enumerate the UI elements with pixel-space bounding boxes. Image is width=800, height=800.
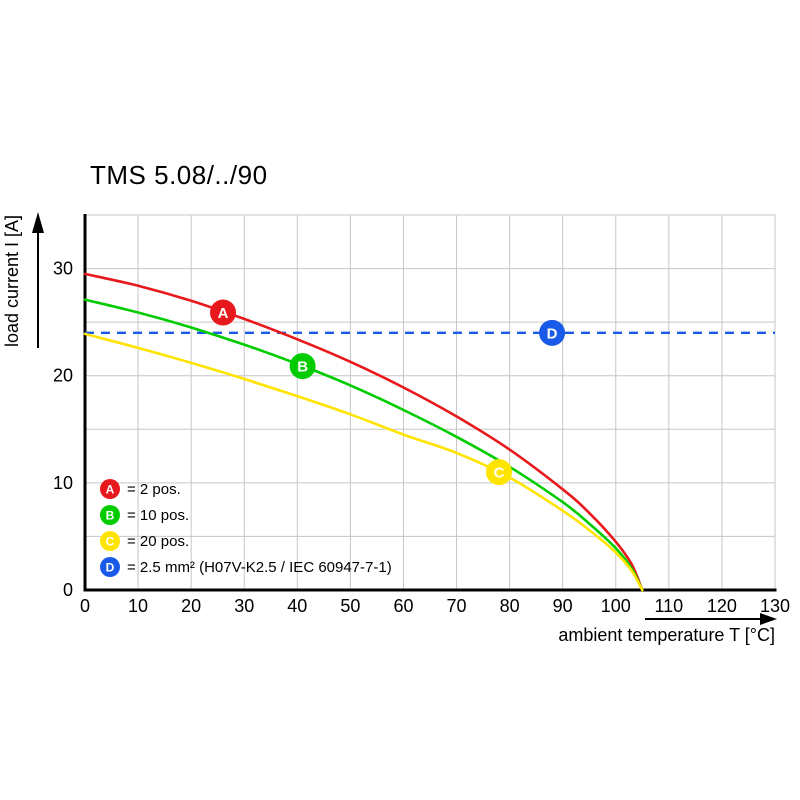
x-tick-label: 130	[760, 596, 790, 616]
chart-title: TMS 5.08/../90	[90, 160, 268, 190]
legend-d-badge	[100, 557, 120, 577]
x-axis-label: ambient temperature T [°C]	[558, 625, 775, 645]
y-tick-label: 20	[53, 366, 73, 386]
x-tick-label: 20	[181, 596, 201, 616]
y-tick-label: 0	[63, 580, 73, 600]
legend-b-text: = 10 pos.	[127, 507, 189, 524]
y-tick-label: 30	[53, 259, 73, 279]
curve-a	[83, 272, 644, 592]
x-tick-label: 0	[80, 596, 90, 616]
y-axis-label: load current I [A]	[2, 215, 22, 347]
curve-b	[83, 298, 644, 592]
legend-c-text: = 20 pos.	[127, 533, 189, 550]
x-tick-label: 40	[287, 596, 307, 616]
x-axis-arrowhead	[760, 613, 777, 625]
marker-d-badge-label: D	[547, 325, 558, 342]
legend-d-badge-label: D	[106, 560, 115, 574]
x-tick-label: 90	[553, 596, 573, 616]
x-tick-label: 70	[447, 596, 467, 616]
legend-c-badge	[100, 531, 120, 551]
legend-c-badge-label: C	[106, 534, 115, 548]
x-tick-label: 10	[128, 596, 148, 616]
legend-a-text: = 2 pos.	[127, 481, 181, 498]
legend-b-badge-label: B	[106, 508, 115, 522]
x-tick-label: 120	[707, 596, 737, 616]
legend-d-text: = 2.5 mm² (H07V-K2.5 / IEC 60947-7-1)	[127, 559, 392, 576]
legend-a-badge-label: A	[106, 482, 115, 496]
x-tick-label: 100	[601, 596, 631, 616]
marker-c-badge	[486, 459, 512, 486]
marker-d-badge	[539, 319, 566, 346]
y-tick-label: 10	[53, 473, 73, 493]
marker-c-badge-label: C	[494, 465, 505, 482]
y-axis-arrowhead	[32, 212, 44, 233]
x-tick-label: 80	[500, 596, 520, 616]
marker-b-badge-label: B	[297, 358, 308, 375]
x-tick-label: 50	[340, 596, 360, 616]
marker-b-badge	[289, 353, 316, 380]
x-tick-label: 60	[393, 596, 413, 616]
marker-a-badge-label: A	[218, 305, 229, 322]
marker-a-badge	[210, 299, 236, 326]
x-tick-label: 30	[234, 596, 254, 616]
curve-c	[83, 332, 644, 592]
legend-a-badge	[100, 479, 120, 499]
legend-b-badge	[100, 505, 120, 525]
x-tick-label: 110	[654, 596, 683, 616]
